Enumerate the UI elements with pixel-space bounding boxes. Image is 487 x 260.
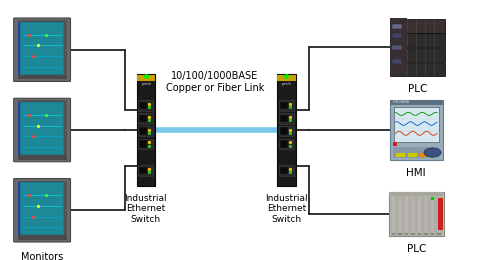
- Bar: [392, 33, 402, 38]
- Text: HMI: HMI: [407, 168, 426, 178]
- Bar: [138, 113, 153, 124]
- Bar: [404, 195, 409, 235]
- Bar: [279, 126, 294, 136]
- Bar: [18, 22, 20, 75]
- Bar: [392, 24, 402, 29]
- Bar: [405, 233, 408, 235]
- Bar: [391, 195, 396, 235]
- Text: Industrial
Ethernet
Switch: Industrial Ethernet Switch: [124, 194, 167, 224]
- Bar: [438, 198, 443, 230]
- Bar: [410, 195, 416, 235]
- Bar: [398, 233, 402, 235]
- Text: Industrial
Ethernet
Switch: Industrial Ethernet Switch: [265, 194, 308, 224]
- Bar: [437, 233, 441, 235]
- Bar: [18, 182, 20, 235]
- Bar: [279, 113, 294, 124]
- Bar: [279, 100, 294, 111]
- Bar: [138, 139, 153, 149]
- Bar: [280, 127, 288, 135]
- Bar: [279, 165, 294, 176]
- Bar: [278, 74, 296, 186]
- Bar: [393, 107, 439, 142]
- Bar: [397, 195, 403, 235]
- Bar: [20, 102, 64, 155]
- Bar: [390, 19, 445, 32]
- Bar: [280, 114, 288, 122]
- Text: 10/100/1000BASE
Copper or Fiber Link: 10/100/1000BASE Copper or Fiber Link: [166, 72, 264, 93]
- Bar: [139, 102, 147, 109]
- Text: perle: perle: [141, 82, 150, 86]
- Text: PLC: PLC: [407, 244, 426, 254]
- Text: PLC: PLC: [408, 84, 428, 94]
- Bar: [390, 63, 445, 76]
- FancyBboxPatch shape: [14, 98, 71, 162]
- Bar: [280, 102, 288, 109]
- Bar: [18, 100, 67, 160]
- Bar: [420, 153, 428, 157]
- Bar: [138, 165, 153, 176]
- Bar: [18, 102, 20, 155]
- Bar: [18, 75, 67, 79]
- Bar: [436, 195, 442, 235]
- Bar: [18, 155, 67, 160]
- Bar: [408, 153, 416, 157]
- Bar: [136, 75, 155, 81]
- Bar: [389, 192, 444, 236]
- Bar: [393, 142, 397, 146]
- Bar: [139, 140, 147, 148]
- Bar: [417, 195, 422, 235]
- Bar: [392, 233, 395, 235]
- Bar: [18, 235, 67, 240]
- Bar: [139, 114, 147, 122]
- Bar: [430, 195, 435, 235]
- Bar: [412, 233, 415, 235]
- Bar: [390, 100, 443, 160]
- Bar: [390, 100, 443, 105]
- Bar: [390, 18, 407, 76]
- Bar: [390, 33, 445, 47]
- Bar: [393, 147, 439, 158]
- FancyBboxPatch shape: [14, 179, 71, 242]
- Bar: [18, 181, 67, 240]
- Bar: [278, 75, 296, 81]
- Bar: [392, 59, 402, 64]
- Text: YOKOGAWA: YOKOGAWA: [393, 100, 409, 104]
- Bar: [139, 167, 147, 174]
- Bar: [18, 20, 67, 79]
- Bar: [280, 140, 288, 148]
- Bar: [138, 100, 153, 111]
- Circle shape: [424, 148, 441, 157]
- Text: Monitors: Monitors: [21, 252, 63, 260]
- Bar: [396, 153, 405, 157]
- Bar: [389, 192, 444, 195]
- Bar: [139, 127, 147, 135]
- Bar: [280, 167, 288, 174]
- Text: perle: perle: [281, 82, 291, 86]
- Bar: [279, 139, 294, 149]
- Bar: [136, 74, 155, 186]
- Bar: [138, 126, 153, 136]
- Bar: [390, 48, 445, 62]
- Bar: [431, 233, 434, 235]
- Bar: [424, 233, 428, 235]
- Bar: [392, 45, 402, 50]
- Bar: [20, 182, 64, 235]
- Bar: [423, 195, 429, 235]
- FancyBboxPatch shape: [14, 18, 71, 81]
- Bar: [418, 233, 421, 235]
- Bar: [20, 22, 64, 75]
